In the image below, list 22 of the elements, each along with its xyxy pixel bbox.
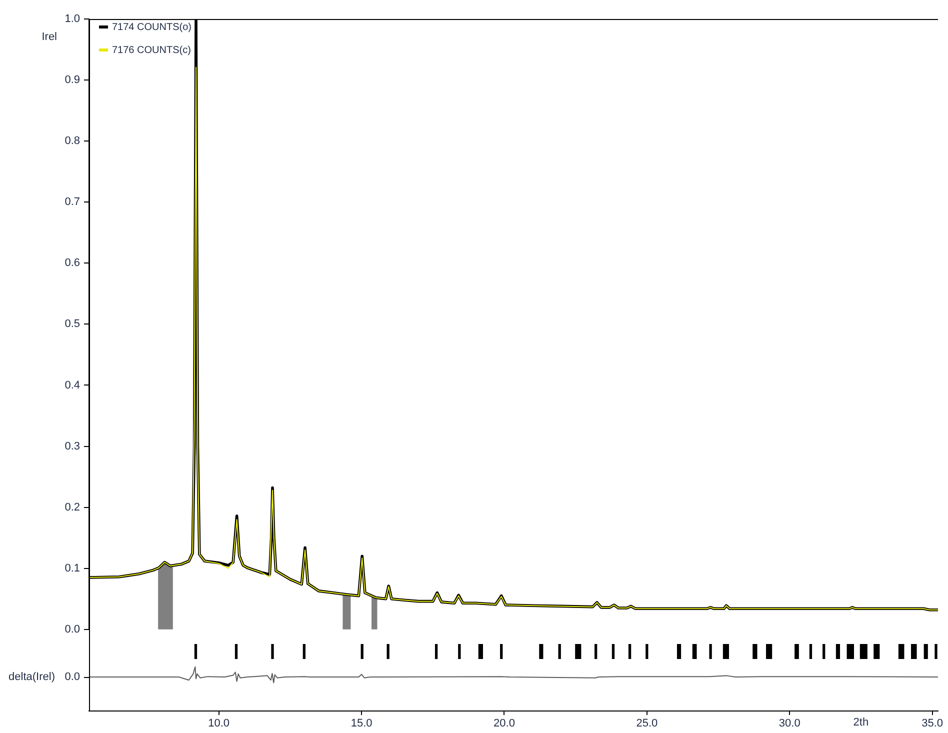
y-tick-label: 0.1: [64, 562, 80, 574]
y-tick-label: 0.0: [64, 623, 80, 636]
y-tick-label: 0.7: [64, 196, 80, 208]
y-tick-label: 1.0: [64, 13, 80, 26]
legend-label: 7174 COUNTS(o): [112, 22, 192, 33]
y-tick-label: 0.4: [64, 379, 80, 392]
x-tick-label: 15.0: [350, 718, 372, 730]
x-tick-label: 25.0: [636, 718, 658, 730]
y-tick-label: 0.3: [64, 440, 80, 452]
y-tick-label: 0.2: [64, 501, 80, 514]
y-tick-label: 0.5: [64, 318, 80, 330]
x-tick-label: 10.0: [208, 718, 230, 730]
y-tick-label: 0.6: [64, 257, 80, 270]
y-tick-label: 0.8: [64, 135, 80, 148]
y-axis-title: delta(Irel): [8, 671, 55, 684]
x-tick-label: 20.0: [494, 718, 515, 730]
y-tick-label: 0.9: [64, 74, 80, 86]
y-axis-title: Irel: [42, 31, 57, 44]
x-tick-label: 35.0: [922, 718, 944, 730]
legend-label: 7176 COUNTS(c): [112, 44, 191, 56]
x-axis-title: 2th: [853, 716, 869, 729]
x-tick-label: 30.0: [778, 718, 800, 730]
